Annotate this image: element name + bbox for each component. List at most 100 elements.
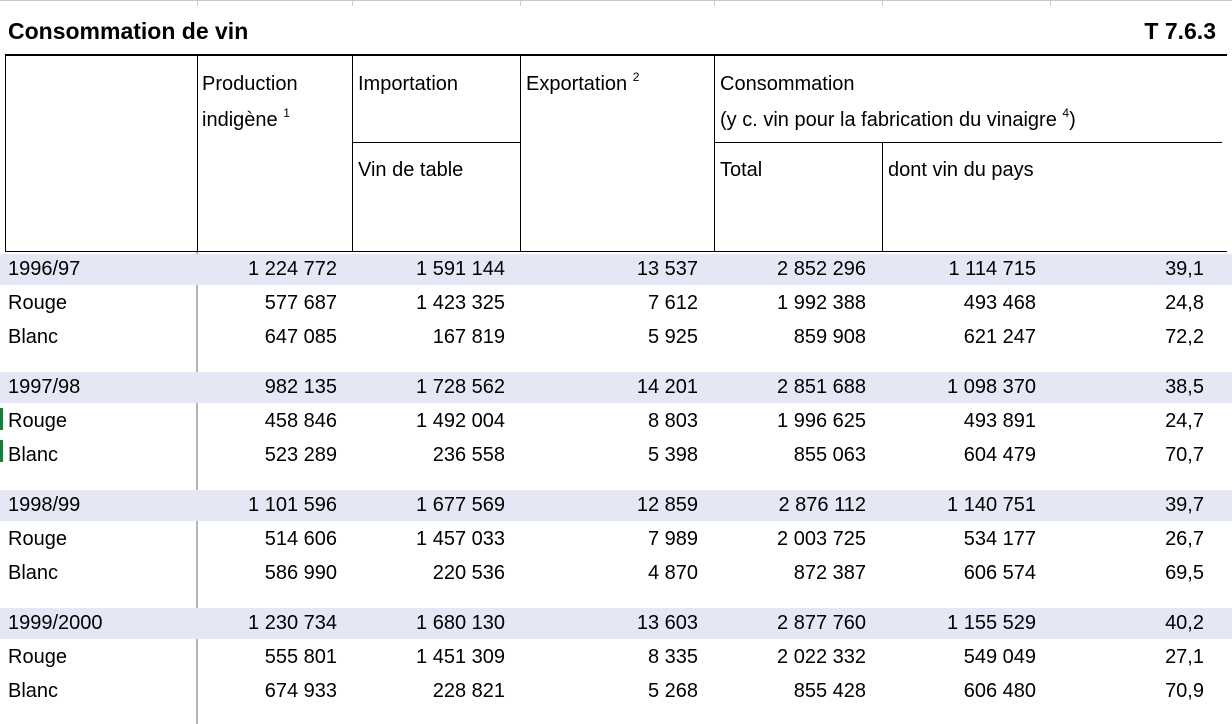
cell-dont-vin-du-pays: 493 468	[963, 292, 1036, 314]
header-top-rule	[5, 54, 1227, 56]
cell-total: 855 063	[793, 444, 866, 466]
cell-importation: 1 591 144	[416, 258, 505, 280]
importation-sub-rule	[352, 142, 520, 143]
header-dont-vin-du-pays: dont vin du pays	[888, 159, 1034, 181]
cell-dont-vin-du-pays: 1 114 715	[948, 258, 1037, 280]
sheet-gridline	[1050, 0, 1051, 6]
header-vin-de-table: Vin de table	[358, 159, 464, 181]
cell-dont-vin-du-pays: 1 098 370	[947, 376, 1036, 398]
header-divider	[714, 55, 715, 252]
header-left-border	[5, 55, 6, 252]
cell-importation: 167 819	[432, 326, 505, 348]
cell-total: 2 003 725	[777, 528, 866, 550]
header-production-line2: indigène 1	[202, 106, 290, 131]
cell-exportation: 13 537	[636, 258, 698, 280]
cell-percent: 40,2	[1165, 612, 1204, 634]
cell-percent: 70,9	[1165, 680, 1204, 702]
header-divider	[520, 55, 521, 252]
cell-total: 2 877 760	[777, 612, 866, 634]
footnote-ref: 1	[283, 106, 290, 120]
cell-percent: 24,7	[1165, 410, 1204, 432]
cell-production: 982 135	[264, 376, 337, 398]
cell-importation: 1 451 309	[416, 646, 505, 668]
cell-dont-vin-du-pays: 1 140 751	[947, 494, 1036, 516]
row-label: Rouge	[8, 292, 67, 314]
cell-percent: 26,7	[1165, 528, 1204, 550]
cell-exportation: 5 925	[647, 326, 698, 348]
cell-exportation: 5 268	[647, 680, 698, 702]
sheet-gridline	[882, 0, 883, 6]
cell-production: 1 224 772	[248, 258, 337, 280]
header-production: Production	[202, 73, 298, 95]
row-marker	[0, 408, 3, 430]
cell-total: 2 851 688	[777, 376, 866, 398]
cell-production: 1 230 734	[248, 612, 337, 634]
body-column-separator	[196, 252, 198, 724]
cell-importation: 1 680 130	[416, 612, 505, 634]
footnote-ref: 4	[1062, 106, 1070, 120]
row-label: Blanc	[8, 680, 59, 702]
header-bottom-rule	[5, 251, 1227, 252]
cell-exportation: 4 870	[647, 562, 698, 584]
cell-importation: 1 423 325	[416, 292, 505, 314]
group-band	[0, 608, 1232, 639]
cell-percent: 39,1	[1165, 258, 1204, 280]
group-band	[0, 490, 1232, 521]
group-band	[0, 254, 1232, 285]
cell-importation: 1 492 004	[416, 410, 505, 432]
row-label: Blanc	[8, 444, 59, 466]
sheet-gridline	[520, 0, 521, 6]
row-label: Rouge	[8, 528, 67, 550]
group-band	[0, 372, 1232, 403]
footnote-ref: 2	[632, 70, 640, 84]
cell-exportation: 14 201	[636, 376, 698, 398]
cell-importation: 1 457 033	[416, 528, 505, 550]
sheet-gridline	[352, 0, 353, 6]
row-marker	[0, 440, 3, 462]
cell-percent: 27,1	[1165, 646, 1204, 668]
cell-dont-vin-du-pays: 549 049	[963, 646, 1036, 668]
sheet-gridline	[714, 0, 715, 6]
header-consommation: Consommation	[720, 73, 855, 95]
cell-percent: 69,5	[1165, 562, 1204, 584]
header-importation: Importation	[358, 73, 459, 95]
cell-production: 577 687	[264, 292, 337, 314]
row-label: Rouge	[8, 646, 67, 668]
row-label: 1997/98	[8, 376, 81, 398]
cell-dont-vin-du-pays: 493 891	[963, 410, 1036, 432]
cell-total: 1 992 388	[777, 292, 866, 314]
cell-total: 2 852 296	[777, 258, 866, 280]
cell-total: 859 908	[793, 326, 866, 348]
cell-percent: 70,7	[1165, 444, 1204, 466]
table-code: T 7.6.3	[1144, 18, 1216, 44]
header-consommation-line2: (y c. vin pour la fabrication du vinaigr…	[720, 106, 1076, 131]
row-label: 1999/2000	[8, 612, 103, 634]
cell-exportation: 12 859	[636, 494, 698, 516]
cell-production: 555 801	[264, 646, 337, 668]
cell-exportation: 7 989	[647, 528, 698, 550]
cell-production: 523 289	[264, 444, 337, 466]
cell-percent: 38,5	[1165, 376, 1204, 398]
cell-dont-vin-du-pays: 534 177	[963, 528, 1036, 550]
cell-total: 2 876 112	[778, 494, 867, 516]
table-title: Consommation de vin	[8, 18, 249, 44]
cell-production: 458 846	[264, 410, 337, 432]
cell-production: 586 990	[264, 562, 337, 584]
cell-importation: 228 821	[432, 680, 505, 702]
row-label: Blanc	[8, 326, 59, 348]
cell-exportation: 8 335	[647, 646, 698, 668]
cell-total: 1 996 625	[777, 410, 866, 432]
cell-percent: 24,8	[1165, 292, 1204, 314]
cell-production: 674 933	[264, 680, 337, 702]
row-label: 1998/99	[8, 494, 81, 516]
header-divider	[882, 143, 883, 252]
row-label: Blanc	[8, 562, 59, 584]
cell-dont-vin-du-pays: 621 247	[963, 326, 1036, 348]
cell-importation: 1 677 569	[416, 494, 505, 516]
consommation-sub-rule	[714, 142, 1222, 143]
cell-exportation: 8 803	[647, 410, 698, 432]
header-total: Total	[720, 159, 763, 181]
cell-production: 647 085	[264, 326, 337, 348]
header-exportation: Exportation 2	[526, 70, 640, 95]
cell-importation: 236 558	[432, 444, 505, 466]
